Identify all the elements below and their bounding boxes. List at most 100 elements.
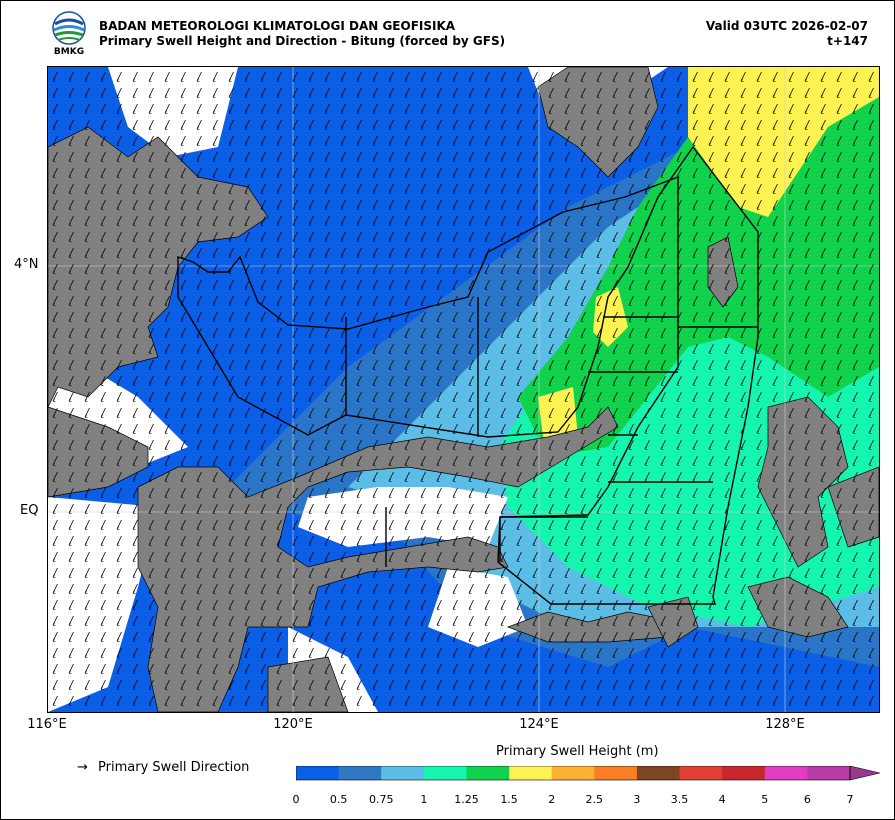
swell-arrow: [724, 327, 730, 338]
swell-arrow: [772, 583, 778, 594]
swell-arrow: [836, 439, 842, 450]
colorbar-cell: [338, 766, 382, 780]
swell-arrow: [660, 679, 666, 690]
swell-arrow: [52, 375, 58, 386]
swell-arrow: [596, 103, 602, 114]
swell-arrow: [724, 695, 730, 706]
swell-arrow: [740, 615, 746, 626]
swell-arrow: [228, 455, 234, 466]
swell-arrow: [372, 295, 378, 306]
swell-arrow: [180, 71, 186, 82]
swell-arrow: [676, 679, 682, 690]
swell-arrow: [676, 311, 682, 322]
swell-arrow: [820, 199, 826, 210]
swell-arrow: [564, 615, 570, 626]
swell-arrow: [468, 167, 474, 178]
swell-arrow: [740, 231, 746, 242]
swell-arrow: [116, 615, 122, 626]
swell-arrow: [228, 151, 234, 162]
swell-arrow: [292, 375, 298, 386]
swell-arrow: [260, 359, 266, 370]
swell-arrow: [612, 599, 618, 610]
swell-arrow: [292, 279, 298, 290]
swell-arrow: [100, 631, 106, 642]
swell-arrow: [452, 103, 458, 114]
swell-arrow: [708, 615, 714, 626]
swell-arrow: [484, 695, 490, 706]
swell-arrow: [548, 375, 554, 386]
org-title: BADAN METEOROLOGI KLIMATOLOGI DAN GEOFIS…: [99, 19, 456, 33]
swell-arrow: [500, 183, 506, 194]
swell-arrow: [452, 695, 458, 706]
swell-arrow: [244, 455, 250, 466]
swell-arrow: [308, 519, 314, 530]
swell-arrow: [196, 615, 202, 626]
swell-arrow: [580, 487, 586, 498]
swell-arrow: [532, 103, 538, 114]
swell-arrow: [532, 599, 538, 610]
swell-arrow: [596, 295, 602, 306]
swell-arrow: [276, 695, 282, 706]
swell-arrow: [228, 487, 234, 498]
swell-arrow: [276, 375, 282, 386]
swell-arrow: [500, 103, 506, 114]
swell-arrow: [804, 599, 810, 610]
swell-arrow: [404, 567, 410, 578]
swell-arrow: [340, 423, 346, 434]
swell-arrow: [132, 535, 138, 546]
swell-arrow: [468, 359, 474, 370]
swell-arrow: [420, 519, 426, 530]
swell-arrow: [724, 391, 730, 402]
swell-arrow: [580, 183, 586, 194]
swell-arrow: [260, 183, 266, 194]
swell-arrow: [516, 503, 522, 514]
swell-arrow: [116, 519, 122, 530]
swell-arrow: [244, 247, 250, 258]
swell-arrow: [308, 359, 314, 370]
swell-arrow: [244, 311, 250, 322]
swell-arrow: [340, 343, 346, 354]
swell-arrow: [228, 247, 234, 258]
swell-arrow: [548, 279, 554, 290]
swell-arrow: [532, 663, 538, 674]
swell-arrow: [180, 311, 186, 322]
swell-arrow: [644, 311, 650, 322]
swell-arrow: [596, 375, 602, 386]
swell-arrow: [148, 135, 154, 146]
swell-arrow: [580, 151, 586, 162]
swell-arrow: [228, 215, 234, 226]
swell-arrow: [52, 311, 58, 322]
swell-arrow: [532, 631, 538, 642]
swell-arrow: [212, 551, 218, 562]
swell-arrow: [596, 71, 602, 82]
swell-arrow: [340, 375, 346, 386]
swell-arrow: [804, 503, 810, 514]
swell-arrow: [612, 631, 618, 642]
swell-arrow: [596, 359, 602, 370]
swell-arrow: [52, 151, 58, 162]
swell-arrow: [692, 423, 698, 434]
swell-arrow: [580, 535, 586, 546]
swell-arrow: [500, 375, 506, 386]
swell-arrow: [420, 103, 426, 114]
swell-arrow: [532, 135, 538, 146]
swell-arrow: [196, 679, 202, 690]
swell-arrow: [484, 679, 490, 690]
swell-arrow: [308, 439, 314, 450]
swell-arrow: [132, 183, 138, 194]
swell-arrow: [292, 167, 298, 178]
swell-arrow: [68, 423, 74, 434]
swell-arrow: [500, 135, 506, 146]
swell-arrow: [292, 551, 298, 562]
swell-arrow: [116, 455, 122, 466]
swell-arrow: [484, 71, 490, 82]
swell-arrow: [132, 647, 138, 658]
swell-arrow: [308, 551, 314, 562]
colorbar-cell: [807, 766, 851, 780]
swell-arrow: [484, 263, 490, 274]
swell-arrow: [836, 199, 842, 210]
swell-arrow: [68, 631, 74, 642]
swell-arrow: [164, 487, 170, 498]
swell-arrow: [692, 231, 698, 242]
swell-arrow: [644, 167, 650, 178]
